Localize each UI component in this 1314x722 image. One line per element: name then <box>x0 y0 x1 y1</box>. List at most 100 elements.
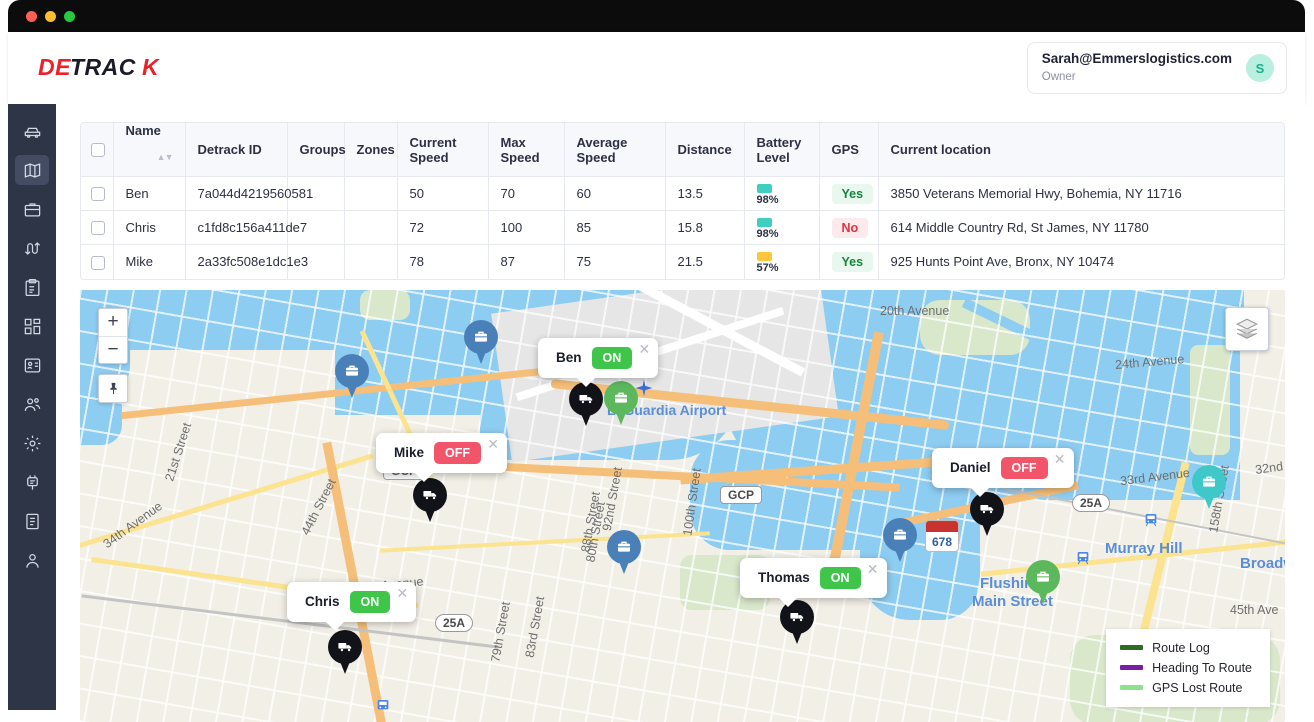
column-header-gps[interactable]: GPS <box>819 123 879 177</box>
map-pin-toggle-button[interactable] <box>98 373 128 403</box>
cell-zones <box>344 176 398 211</box>
id-card-icon <box>24 358 40 372</box>
vehicle-pin-mike[interactable] <box>413 477 447 524</box>
column-header-max-speed[interactable]: Max Speed <box>488 123 565 177</box>
zoom-out-button[interactable]: − <box>99 335 127 363</box>
vehicle-popup-ben[interactable]: Ben ON ✕ <box>538 337 659 387</box>
row-checkbox[interactable] <box>91 255 105 270</box>
avatar[interactable]: S <box>1246 54 1274 82</box>
vehicles-table: Name ▲▼ Detrack ID Groups Zones Current … <box>81 123 1284 279</box>
sidebar-item-dashboard[interactable] <box>15 311 49 341</box>
close-icon[interactable]: ✕ <box>487 435 500 452</box>
column-header-groups[interactable]: Groups <box>287 123 346 177</box>
vehicle-popup-mike[interactable]: Mike OFF ✕ <box>376 432 508 482</box>
sidebar-item-integrations[interactable] <box>15 467 49 497</box>
sidebar-item-team[interactable] <box>15 389 49 419</box>
close-icon[interactable]: ✕ <box>866 560 879 577</box>
job-pin[interactable] <box>464 319 498 366</box>
job-pin[interactable] <box>604 380 638 427</box>
select-all-header[interactable] <box>81 123 114 177</box>
vehicle-popup-chris[interactable]: Chris ON ✕ <box>287 581 417 631</box>
airport-icon <box>635 379 653 396</box>
table-row[interactable]: Ben 7a044d4219560581 50 70 60 13.5 98% <box>81 176 1284 211</box>
column-header-detrack-id[interactable]: Detrack ID <box>185 123 288 177</box>
cell-average-speed: 60 <box>564 176 666 211</box>
cell-location: 614 Middle Country Rd, St James, NY 1178… <box>878 210 1284 245</box>
briefcase-icon <box>475 331 487 342</box>
briefcase-icon <box>894 529 906 540</box>
row-select-cell[interactable] <box>81 176 114 211</box>
truck-icon <box>578 394 592 404</box>
map-label: 20th Avenue <box>880 303 950 318</box>
column-header-current-speed[interactable]: Current Speed <box>397 123 489 177</box>
briefcase-icon <box>1203 476 1215 487</box>
sidebar-item-jobs[interactable] <box>15 194 49 224</box>
battery-icon <box>756 183 772 193</box>
job-pin[interactable] <box>1192 464 1226 511</box>
column-header-current-location[interactable]: Current location <box>878 123 1284 177</box>
fleet-map[interactable]: 20th Avenue 24th Avenue 32nd Avenue 33rd… <box>80 289 1285 722</box>
close-icon[interactable]: ✕ <box>1053 450 1066 467</box>
sidebar-item-contacts[interactable] <box>15 350 49 380</box>
vehicle-pin-ben[interactable] <box>569 381 603 428</box>
sidebar-item-map[interactable] <box>15 155 49 185</box>
column-header-average-speed[interactable]: Average Speed <box>564 123 666 177</box>
minimize-button[interactable] <box>45 10 56 22</box>
column-header-zones[interactable]: Zones <box>344 123 398 177</box>
cell-distance: 13.5 <box>665 176 745 211</box>
zoom-in-button[interactable]: + <box>107 311 119 332</box>
row-checkbox[interactable] <box>91 187 105 202</box>
popup-driver-name: Daniel <box>950 460 991 475</box>
subway-icon <box>1145 513 1157 526</box>
close-icon[interactable]: ✕ <box>638 340 651 357</box>
column-header-battery-level[interactable]: Battery Level <box>744 123 820 177</box>
cell-name: Ben <box>113 176 186 211</box>
detrack-logo[interactable]: DE TRAC K <box>38 55 188 81</box>
vehicle-popup-daniel[interactable]: Daniel OFF ✕ <box>932 447 1074 497</box>
main-content: Name ▲▼ Detrack ID Groups Zones Current … <box>56 104 1305 722</box>
close-button[interactable] <box>26 10 37 22</box>
sidebar-item-settings[interactable] <box>15 428 49 458</box>
truck-icon <box>979 504 993 514</box>
battery-percent: 98% <box>756 193 779 206</box>
vehicle-pin-chris[interactable] <box>328 629 362 676</box>
cell-name: Chris <box>113 210 186 245</box>
map-zoom-controls[interactable]: + − <box>98 307 128 364</box>
vehicle-pin-daniel[interactable] <box>970 491 1004 538</box>
svg-text:K: K <box>142 55 160 80</box>
column-header-name[interactable]: Name ▲▼ <box>113 123 186 177</box>
popup-driver-name: Ben <box>556 350 582 365</box>
legend-label: Route Log <box>1152 640 1210 655</box>
user-menu[interactable]: Sarah@Emmerslogistics.com Owner S <box>1026 42 1287 94</box>
close-icon[interactable]: ✕ <box>396 584 409 601</box>
vehicle-popup-thomas[interactable]: Thomas ON ✕ <box>740 557 887 607</box>
sidebar-item-account[interactable] <box>15 545 49 575</box>
map-label-murray-hill: Murray Hill <box>1105 539 1183 557</box>
subway-icon <box>1077 551 1089 564</box>
popup-driver-name: Thomas <box>758 570 810 585</box>
map-layers-button[interactable] <box>1225 306 1269 351</box>
maximize-button[interactable] <box>64 10 75 22</box>
sidebar-item-reports[interactable] <box>15 506 49 536</box>
row-select-cell[interactable] <box>81 210 114 245</box>
job-pin[interactable] <box>607 529 641 576</box>
job-pin[interactable] <box>883 517 917 564</box>
job-pin[interactable] <box>335 353 369 400</box>
map-label-airport: LaGuardia Airport <box>607 401 727 418</box>
job-pin[interactable] <box>1026 559 1060 606</box>
cell-gps: No <box>819 210 879 245</box>
sort-icon[interactable]: ▲▼ <box>156 152 174 162</box>
select-all-checkbox[interactable] <box>91 143 105 158</box>
table-row[interactable]: Mike 2a33fc508e1dc1e3 78 87 75 21.5 57% <box>81 244 1284 279</box>
sidebar-item-tasks[interactable] <box>15 272 49 302</box>
vehicles-table-wrapper: Name ▲▼ Detrack ID Groups Zones Current … <box>80 122 1285 280</box>
sidebar-item-vehicles[interactable] <box>15 116 49 146</box>
document-icon <box>25 513 39 529</box>
app-header: DE TRAC K Sarah@Emmerslogistics.com Owne… <box>8 32 1305 104</box>
table-header-row: Name ▲▼ Detrack ID Groups Zones Current … <box>81 123 1284 177</box>
sidebar-item-routes[interactable] <box>15 233 49 263</box>
table-row[interactable]: Chris c1fd8c156a411de7 72 100 85 15.8 98… <box>81 210 1284 245</box>
column-header-distance[interactable]: Distance <box>665 123 745 177</box>
row-select-cell[interactable] <box>81 244 114 279</box>
row-checkbox[interactable] <box>91 221 105 236</box>
